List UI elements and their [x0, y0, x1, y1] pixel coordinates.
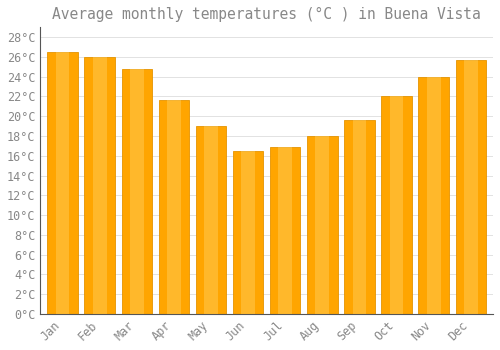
Bar	[167, 100, 181, 314]
Bar	[464, 60, 477, 314]
Bar	[158, 100, 189, 314]
Bar	[130, 69, 143, 314]
Bar	[93, 57, 106, 314]
Bar	[382, 97, 412, 314]
Bar	[84, 57, 115, 314]
Bar	[196, 126, 226, 314]
Bar	[270, 147, 300, 314]
Bar	[278, 147, 292, 314]
Bar	[122, 69, 152, 314]
Bar	[390, 97, 404, 314]
Bar	[204, 126, 218, 314]
Bar	[427, 77, 440, 314]
Bar	[48, 52, 78, 314]
Bar	[307, 136, 338, 314]
Bar	[418, 77, 449, 314]
Bar	[56, 52, 70, 314]
Bar	[344, 120, 374, 314]
Bar	[352, 120, 366, 314]
Bar	[316, 136, 329, 314]
Bar	[242, 151, 255, 314]
Title: Average monthly temperatures (°C ) in Buena Vista: Average monthly temperatures (°C ) in Bu…	[52, 7, 481, 22]
Bar	[456, 60, 486, 314]
Bar	[233, 151, 264, 314]
